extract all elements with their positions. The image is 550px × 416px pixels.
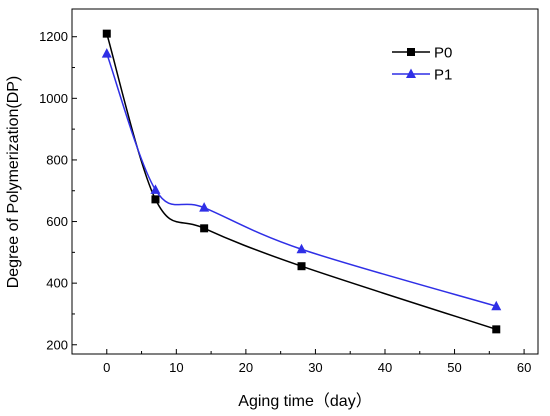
- legend-marker: [406, 68, 416, 78]
- data-point-p0: [200, 224, 209, 233]
- x-tick-label: 50: [447, 360, 461, 375]
- data-point-p1: [491, 300, 502, 311]
- data-point-p0: [151, 195, 160, 204]
- data-point-p1: [150, 184, 161, 194]
- data-point-p0: [102, 29, 111, 38]
- data-point-p0: [492, 325, 501, 334]
- legend-item-p1: P1: [392, 67, 452, 84]
- x-axis-label: Aging time（day）: [238, 392, 371, 410]
- data-point-p1: [101, 48, 112, 58]
- x-tick-label: 40: [378, 360, 392, 375]
- y-tick-label: 200: [46, 337, 68, 352]
- x-axis-ticks: 0 10 20 30 40 50 60: [103, 349, 531, 375]
- y-tick-label: 800: [46, 152, 68, 167]
- y-tick-label: 1000: [39, 91, 68, 106]
- y-tick-label: 600: [46, 214, 68, 229]
- y-tick-label: 1200: [39, 29, 68, 44]
- x-tick-label: 0: [103, 360, 110, 375]
- y-axis-ticks: 200 400 600 800 1000 1200: [39, 29, 77, 352]
- series-p1: [101, 48, 502, 311]
- legend-label: P1: [434, 67, 452, 84]
- series-line-p1: [106, 53, 497, 307]
- series-layer: [101, 29, 502, 334]
- plot-frame: [71, 8, 539, 355]
- legend-label: P0: [434, 45, 452, 62]
- y-tick-label: 400: [46, 276, 68, 291]
- data-point-p0: [297, 262, 306, 271]
- data-point-p1: [296, 243, 307, 254]
- x-tick-label: 30: [308, 360, 322, 375]
- legend-marker: [407, 48, 415, 56]
- x-tick-label: 20: [239, 360, 253, 375]
- data-point-p1: [199, 202, 210, 212]
- legend: P0 P1: [392, 45, 452, 84]
- x-tick-label: 10: [169, 360, 183, 375]
- legend-item-p0: P0: [392, 45, 452, 62]
- y-axis-label: Degree of Polymerization(DP): [5, 76, 22, 289]
- x-tick-label: 60: [517, 360, 531, 375]
